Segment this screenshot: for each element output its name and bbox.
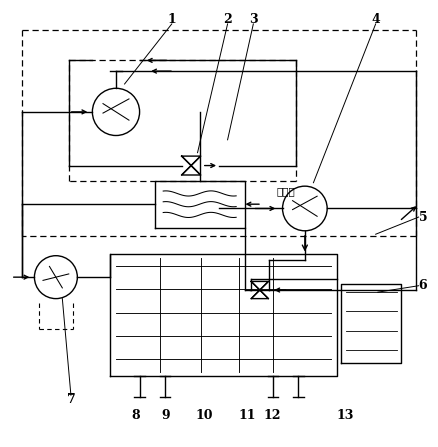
Text: 11: 11 (238, 409, 256, 422)
Text: 13: 13 (337, 409, 354, 422)
Text: 8: 8 (131, 409, 140, 422)
Text: 10: 10 (195, 409, 213, 422)
Text: 7: 7 (67, 393, 75, 406)
Text: 1: 1 (167, 13, 176, 26)
Text: 冷凝水: 冷凝水 (277, 186, 296, 196)
Text: 9: 9 (161, 409, 170, 422)
Text: 12: 12 (264, 409, 281, 422)
Text: 4: 4 (371, 13, 380, 26)
Text: 2: 2 (223, 13, 232, 26)
Text: 6: 6 (419, 279, 427, 292)
Text: 3: 3 (249, 13, 258, 26)
Text: 5: 5 (419, 211, 427, 224)
